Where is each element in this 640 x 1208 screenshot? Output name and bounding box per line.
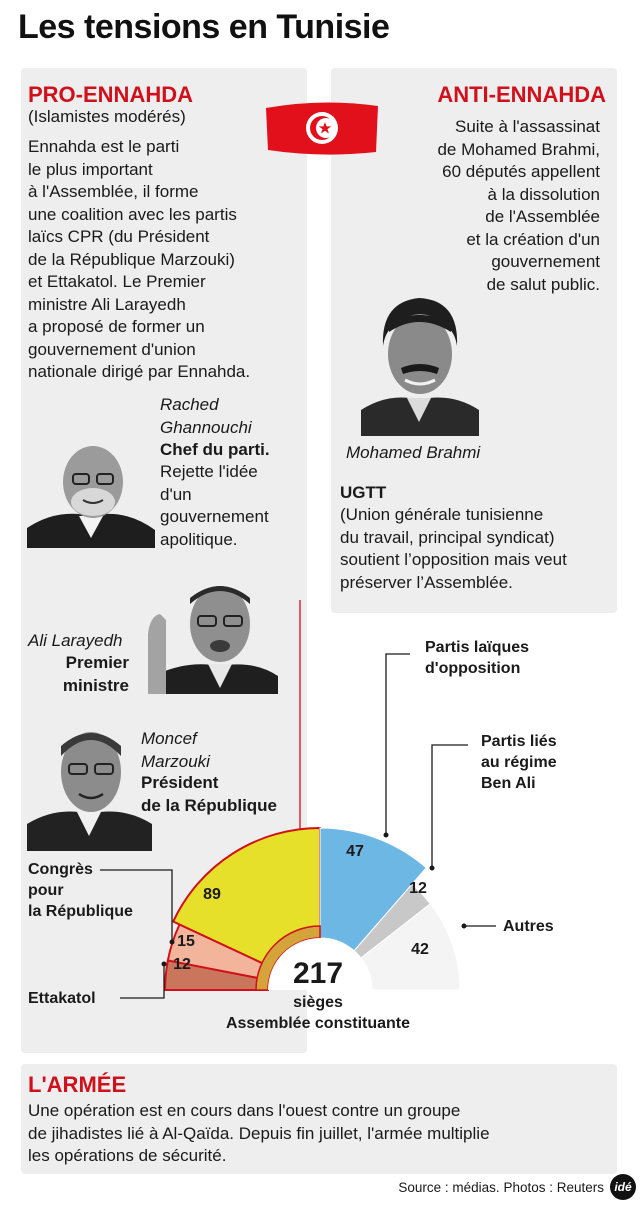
source-credit: Source : médias. Photos : Reuters	[398, 1180, 604, 1195]
leader-opposition	[385, 653, 410, 835]
seg-opposition-value: 47	[346, 843, 364, 860]
label-ben-ali: Partis liés au régime Ben Ali	[481, 733, 557, 792]
army-panel	[21, 1064, 617, 1174]
chart-center	[268, 938, 372, 990]
pro-ennahda-heading: PRO-ENNAHDA	[28, 82, 193, 107]
anti-ennahda-heading: ANTI-ENNAHDA	[437, 82, 606, 107]
pro-ennahda-description: Ennahda est le parti le plus important à…	[28, 137, 251, 381]
leader-dot	[429, 865, 435, 871]
seats-label: sièges	[293, 994, 343, 1011]
larayedh-role: Premier ministre	[62, 653, 129, 695]
leader-dot	[169, 939, 175, 945]
seg-autres-value: 42	[411, 941, 429, 958]
larayedh-name: Ali Larayedh	[28, 631, 123, 650]
photo-ali-larayedh	[138, 564, 278, 694]
seg-ben-ali-value: 12	[409, 880, 427, 897]
photo-rached-ghannouchi	[27, 420, 155, 548]
army-heading: L'ARMÉE	[28, 1072, 127, 1097]
tunisia-flag	[266, 102, 378, 155]
leader-dot	[161, 961, 167, 967]
leader-ben-ali	[431, 744, 468, 868]
seg-ennahda-value: 89	[203, 886, 221, 903]
pro-ennahda-subheading: (Islamistes modérés)	[28, 107, 186, 126]
leader-ettakatol	[120, 964, 165, 999]
photo-mohamed-brahmi	[361, 288, 479, 436]
label-autres: Autres	[503, 918, 554, 935]
coalition-bracket-line	[299, 600, 301, 830]
assembly-caption: Assemblée constituante	[225, 1015, 411, 1032]
label-ettakatol: Ettakatol	[28, 990, 96, 1007]
photo-moncef-marzouki	[27, 706, 152, 851]
ghannouchi-name: Rached Ghannouchi	[160, 395, 252, 437]
seg-ettakatol-value: 12	[173, 956, 191, 973]
ugtt-heading: UGTT	[340, 483, 387, 502]
brahmi-caption: Mohamed Brahmi	[346, 443, 481, 462]
seats-total: 217	[292, 957, 344, 990]
ugtt-description: (Union générale tunisienne du travail, p…	[340, 505, 567, 592]
marzouki-name: Moncef Marzouki	[141, 729, 210, 771]
leader-dot	[461, 923, 467, 929]
ghannouchi-note: Rejette l'idée d'un gouvernement apoliti…	[160, 462, 269, 549]
leader-dot	[383, 832, 389, 838]
label-cpr: Congrès pour la République	[28, 861, 133, 920]
army-description: Une opération est en cours dans l'ouest …	[28, 1101, 490, 1165]
ide-logo: idé	[610, 1174, 636, 1200]
leader-cpr	[100, 869, 173, 942]
ghannouchi-role: Chef du parti.	[160, 440, 270, 459]
marzouki-role: Président de la République	[141, 773, 278, 815]
page-title: Les tensions en Tunisie	[18, 8, 390, 46]
seg-cpr-value: 15	[177, 933, 195, 950]
anti-ennahda-description: Suite à l'assassinat de Mohamed Brahmi, …	[437, 117, 600, 294]
assembly-chart: 12 15 89 47 12 42	[100, 600, 496, 999]
label-opposition: Partis laïques d'opposition	[425, 639, 530, 677]
